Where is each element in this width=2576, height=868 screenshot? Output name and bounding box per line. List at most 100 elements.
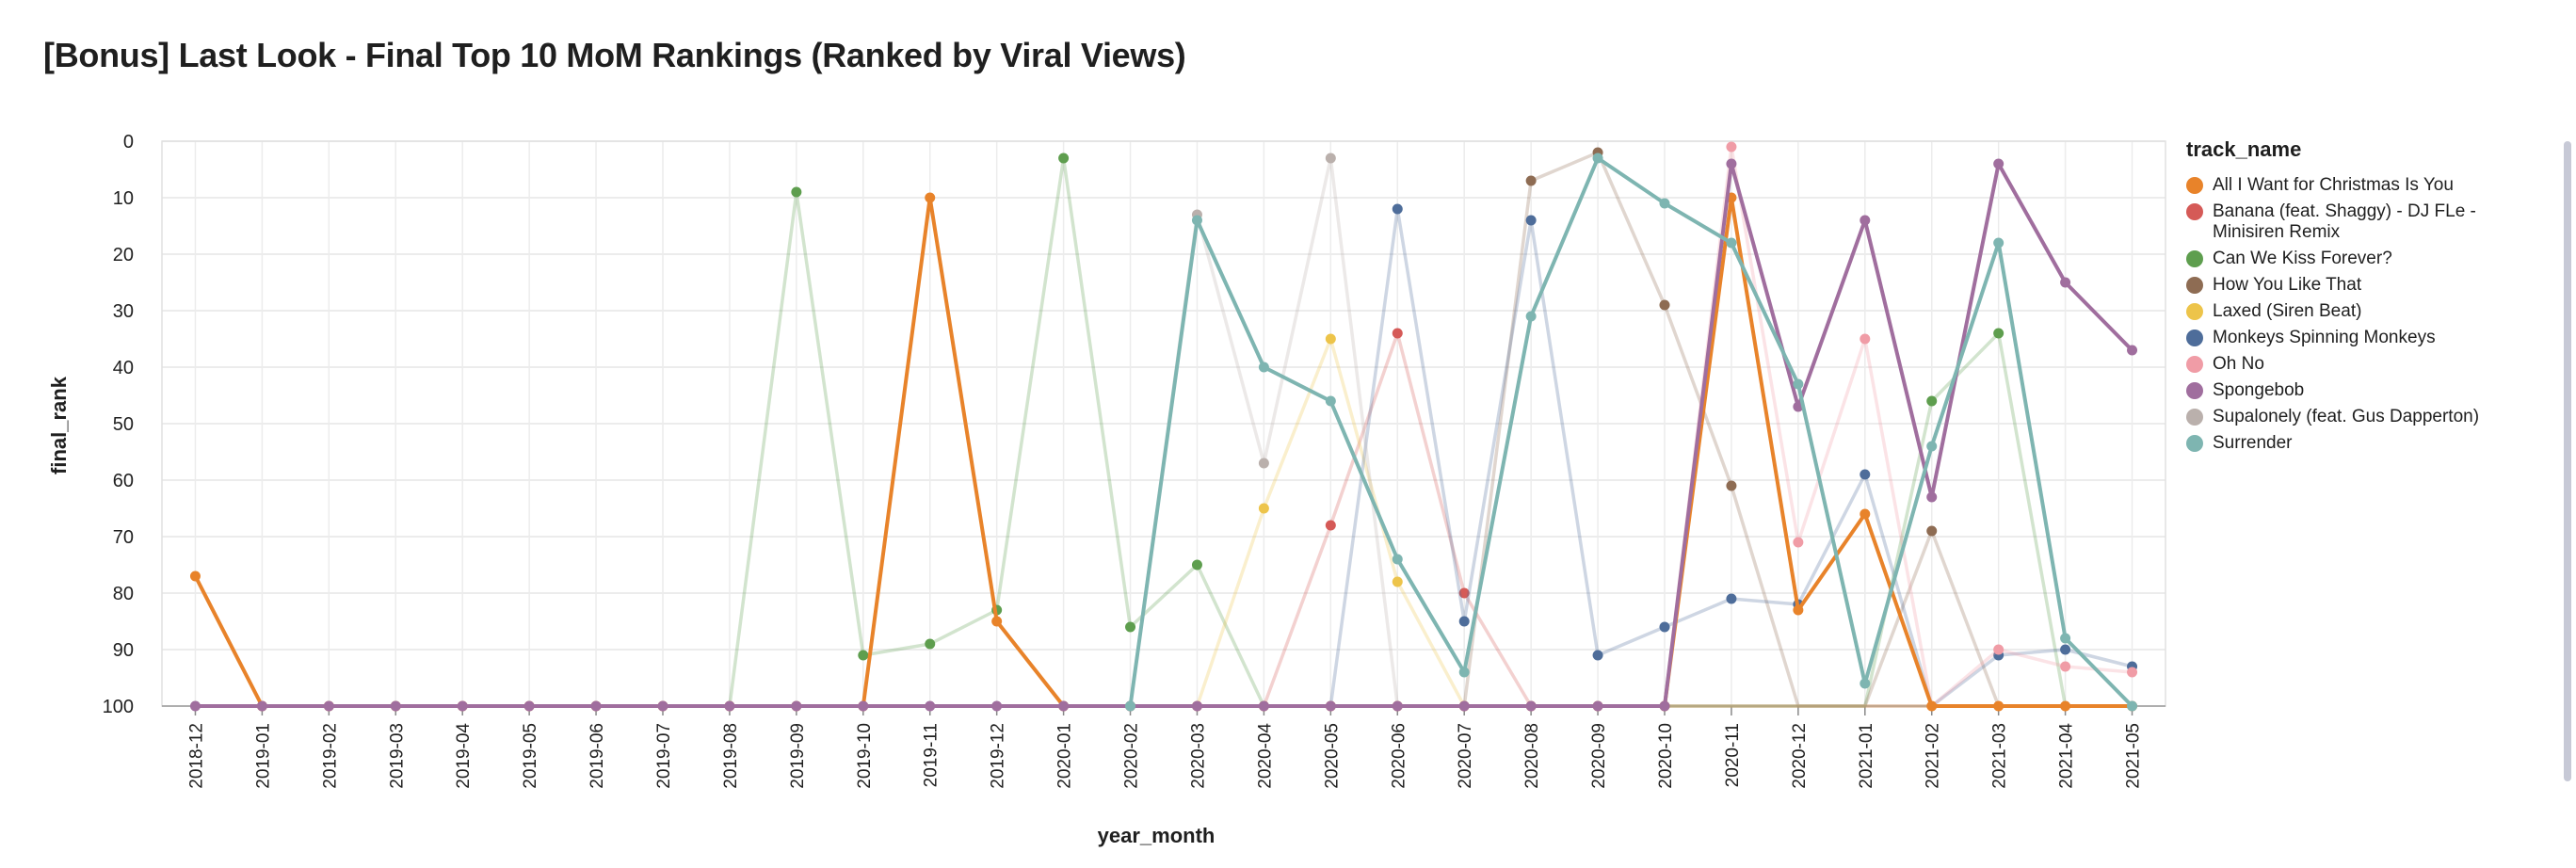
data-point[interactable] [925,192,936,203]
data-point[interactable] [991,700,1003,712]
legend-item[interactable]: Can We Kiss Forever? [2186,249,2506,269]
legend-item[interactable]: How You Like That [2186,275,2506,296]
data-point[interactable] [1993,158,2004,169]
data-point[interactable] [523,700,535,712]
data-point[interactable] [2060,700,2071,712]
data-point[interactable] [1860,678,1871,689]
data-point[interactable] [1592,153,1603,164]
data-point[interactable] [2060,633,2071,644]
data-point[interactable] [2060,661,2071,672]
data-point[interactable] [1458,667,1470,678]
data-point[interactable] [1325,395,1336,407]
data-point[interactable] [1125,700,1136,712]
x-tick-label: 2021-03 [1990,723,2010,789]
scrollbar[interactable] [2564,141,2571,781]
data-point[interactable] [1525,175,1537,186]
data-point[interactable] [1258,362,1269,373]
data-point[interactable] [1726,593,1737,604]
data-point[interactable] [1392,203,1403,215]
data-point[interactable] [1392,554,1403,565]
data-point[interactable] [925,638,936,650]
data-point[interactable] [1392,576,1403,587]
data-point[interactable] [1392,700,1403,712]
data-point[interactable] [1993,237,2004,249]
data-point[interactable] [1993,644,2004,655]
legend-item[interactable]: Laxed (Siren Beat) [2186,301,2506,322]
legend-item[interactable]: Monkeys Spinning Monkeys [2186,328,2506,348]
data-point[interactable] [1659,299,1670,311]
data-point[interactable] [390,700,401,712]
data-point[interactable] [256,700,267,712]
data-point[interactable] [1726,158,1737,169]
legend-item[interactable]: Banana (feat. Shaggy) - DJ FLe - Minisir… [2186,201,2506,243]
data-point[interactable] [1325,333,1336,345]
data-point[interactable] [925,700,936,712]
data-point[interactable] [1191,215,1202,226]
data-point[interactable] [1860,508,1871,520]
data-point[interactable] [1458,616,1470,627]
data-point[interactable] [1726,141,1737,153]
data-point[interactable] [657,700,668,712]
data-point[interactable] [1392,328,1403,339]
data-point[interactable] [1659,621,1670,633]
data-point[interactable] [1793,378,1804,390]
data-point[interactable] [1258,700,1269,712]
data-point[interactable] [2127,667,2138,678]
data-point[interactable] [791,186,802,198]
data-point[interactable] [1325,700,1336,712]
data-point[interactable] [1926,395,1938,407]
data-point[interactable] [1726,480,1737,491]
legend-item[interactable]: All I Want for Christmas Is You [2186,175,2506,196]
y-tick-label: 0 [123,132,134,153]
data-point[interactable] [189,700,201,712]
data-point[interactable] [1058,700,1070,712]
data-point[interactable] [724,700,735,712]
data-point[interactable] [1793,604,1804,616]
data-point[interactable] [1525,700,1537,712]
data-point[interactable] [858,700,869,712]
data-point[interactable] [1726,237,1737,249]
data-point[interactable] [791,700,802,712]
data-point[interactable] [1659,700,1670,712]
data-point[interactable] [1926,700,1938,712]
legend-item[interactable]: Surrender [2186,433,2506,454]
data-point[interactable] [590,700,602,712]
legend-item[interactable]: Supalonely (feat. Gus Dapperton) [2186,407,2506,427]
data-point[interactable] [1125,621,1136,633]
data-point[interactable] [1860,469,1871,480]
data-point[interactable] [1993,700,2004,712]
data-point[interactable] [1793,537,1804,548]
data-point[interactable] [1592,700,1603,712]
data-point[interactable] [1191,559,1202,571]
legend-item[interactable]: Oh No [2186,354,2506,375]
data-point[interactable] [1926,491,1938,503]
data-point[interactable] [2127,345,2138,356]
data-point[interactable] [2060,644,2071,655]
data-point[interactable] [1458,700,1470,712]
data-point[interactable] [1926,525,1938,537]
data-point[interactable] [457,700,468,712]
data-point[interactable] [1860,215,1871,226]
data-point[interactable] [1325,520,1336,531]
data-point[interactable] [1926,441,1938,452]
data-point[interactable] [1592,650,1603,661]
legend-item[interactable]: Spongebob [2186,380,2506,401]
data-point[interactable] [991,616,1003,627]
data-point[interactable] [858,650,869,661]
data-point[interactable] [1258,503,1269,514]
data-point[interactable] [1525,311,1537,322]
data-point[interactable] [1525,215,1537,226]
data-point[interactable] [2060,277,2071,288]
data-point[interactable] [2127,700,2138,712]
data-point[interactable] [1993,328,2004,339]
data-point[interactable] [1191,700,1202,712]
data-point[interactable] [323,700,334,712]
data-point[interactable] [1058,153,1070,164]
data-point[interactable] [1258,458,1269,469]
data-point[interactable] [1860,333,1871,345]
data-point[interactable] [189,571,201,582]
data-point[interactable] [1659,198,1670,209]
data-point[interactable] [1325,153,1336,164]
legend-swatch [2186,409,2203,426]
data-point[interactable] [1458,587,1470,599]
